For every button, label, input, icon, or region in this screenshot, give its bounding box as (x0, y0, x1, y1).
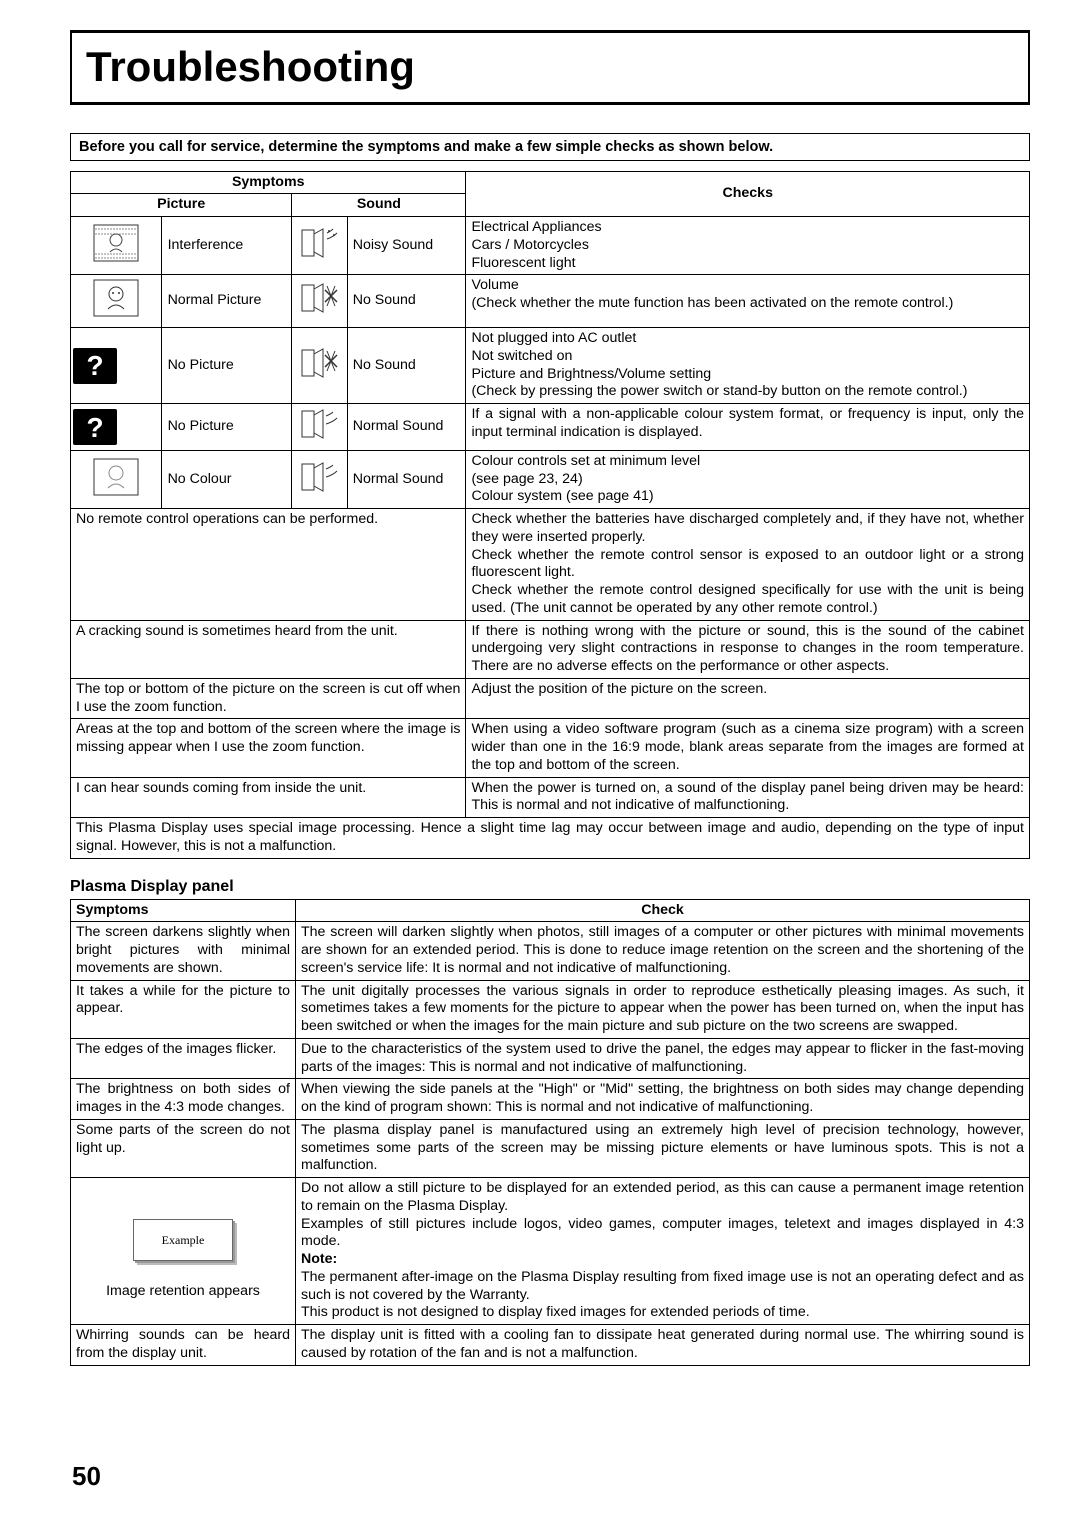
checks-cell: When the power is turned on, a sound of … (466, 777, 1030, 818)
header-sound: Sound (292, 194, 466, 217)
panel-symptom: Some parts of the screen do not light up… (71, 1119, 296, 1177)
panel-check: The unit digitally processes the various… (296, 980, 1030, 1038)
sound-label: No Sound (347, 328, 466, 404)
checks-cell: Colour controls set at minimum level (se… (466, 450, 1030, 508)
picture-icon-nocolour (71, 450, 162, 508)
symptom-wide: No remote control operations can be perf… (71, 509, 466, 621)
picture-label: No Colour (161, 450, 292, 508)
header-symptoms: Symptoms (71, 171, 466, 194)
panel-symptom: It takes a while for the picture to appe… (71, 980, 296, 1038)
title-frame: Troubleshooting (70, 30, 1030, 105)
header-symptoms: Symptoms (71, 899, 296, 922)
retention-label: Image retention appears (76, 1283, 290, 1301)
retention-text1: Do not allow a still picture to be displ… (301, 1180, 1024, 1214)
sound-icon-mute (292, 328, 347, 404)
retention-note: Note: (301, 1251, 337, 1267)
panel-symptom: The screen darkens slightly when bright … (71, 922, 296, 980)
picture-label: No Picture (161, 328, 292, 404)
sound-label: Normal Sound (347, 450, 466, 508)
sound-icon-normal (292, 404, 347, 451)
panel-symptom-retention: Example Image retention appears (71, 1178, 296, 1325)
panel-check-retention: Do not allow a still picture to be displ… (296, 1178, 1030, 1325)
header-checks: Checks (466, 171, 1030, 217)
sound-label: Noisy Sound (347, 217, 466, 275)
panel-symptom: Whirring sounds can be heard from the di… (71, 1325, 296, 1366)
example-box: Example (133, 1219, 233, 1261)
picture-icon-interference (71, 217, 162, 275)
panel-check: When viewing the side panels at the "Hig… (296, 1079, 1030, 1120)
checks-cell: Check whether the batteries have dischar… (466, 509, 1030, 621)
picture-icon-normal (71, 275, 162, 328)
panel-symptom: The edges of the images flicker. (71, 1038, 296, 1079)
panel-symptom: The brightness on both sides of images i… (71, 1079, 296, 1120)
panel-check: The plasma display panel is manufactured… (296, 1119, 1030, 1177)
checks-cell: Adjust the position of the picture on th… (466, 678, 1030, 719)
retention-text3: The permanent after-image on the Plasma … (301, 1269, 1024, 1303)
sound-icon-mute (292, 275, 347, 328)
header-picture: Picture (71, 194, 292, 217)
page-title: Troubleshooting (86, 41, 1014, 94)
picture-label: No Picture (161, 404, 292, 451)
panel-check: The display unit is fitted with a coolin… (296, 1325, 1030, 1366)
sound-icon-noisy (292, 217, 347, 275)
checks-cell: Not plugged into AC outlet Not switched … (466, 328, 1030, 404)
symptom-wide: A cracking sound is sometimes heard from… (71, 620, 466, 678)
sound-label: Normal Sound (347, 404, 466, 451)
checks-cell: Electrical Appliances Cars / Motorcycles… (466, 217, 1030, 275)
retention-text4: This product is not designed to display … (301, 1304, 810, 1320)
symptom-wide: The top or bottom of the picture on the … (71, 678, 466, 719)
panel-section-title: Plasma Display panel (70, 877, 1030, 897)
picture-label: Interference (161, 217, 292, 275)
picture-label: Normal Picture (161, 275, 292, 328)
checks-cell: Volume (Check whether the mute function … (466, 275, 1030, 328)
panel-check: Due to the characteristics of the system… (296, 1038, 1030, 1079)
picture-icon-none: ? (71, 328, 162, 404)
page-number: 50 (72, 1460, 101, 1493)
panel-check: The screen will darken slightly when pho… (296, 922, 1030, 980)
retention-text2: Examples of still pictures include logos… (301, 1216, 1024, 1250)
checks-cell: If a signal with a non-applicable colour… (466, 404, 1030, 451)
header-check: Check (296, 899, 1030, 922)
plasma-panel-table: Symptoms Check The screen darkens slight… (70, 899, 1030, 1366)
sound-icon-normal (292, 450, 347, 508)
symptom-wide: I can hear sounds coming from inside the… (71, 777, 466, 818)
checks-cell: When using a video software program (suc… (466, 719, 1030, 777)
symptom-wide: Areas at the top and bottom of the scree… (71, 719, 466, 777)
checks-cell: If there is nothing wrong with the pictu… (466, 620, 1030, 678)
picture-icon-none: ? (71, 404, 162, 451)
sound-label: No Sound (347, 275, 466, 328)
intro-box: Before you call for service, determine t… (70, 133, 1030, 161)
footnote: This Plasma Display uses special image p… (71, 818, 1030, 859)
troubleshooting-table: Symptoms Checks Picture Sound Interferen… (70, 171, 1030, 859)
